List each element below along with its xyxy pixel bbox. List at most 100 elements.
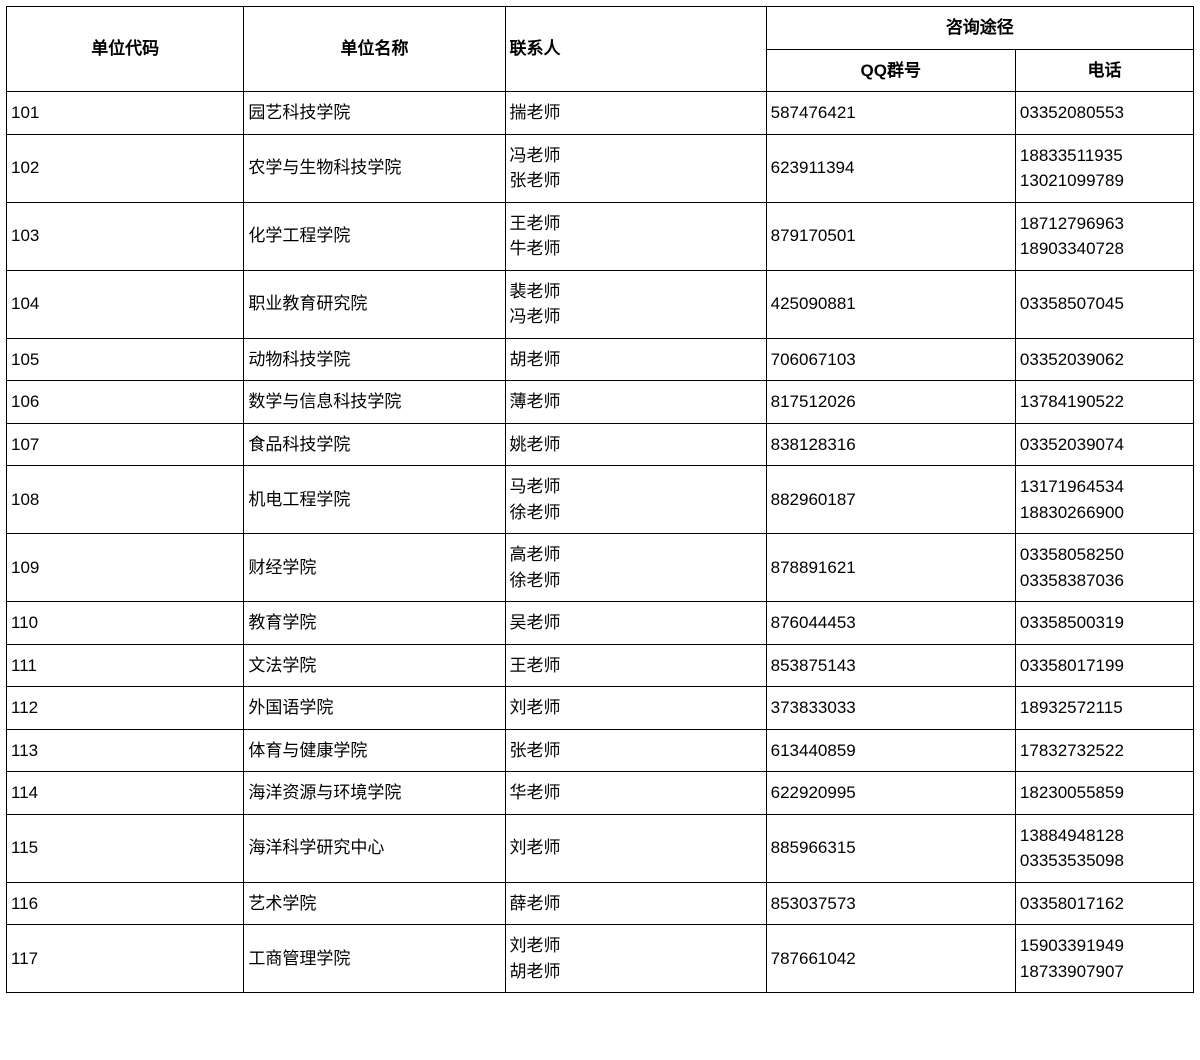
cell-qq: 613440859 bbox=[766, 729, 1015, 772]
cell-contact: 吴老师 bbox=[505, 602, 766, 645]
cell-phone: 17832732522 bbox=[1015, 729, 1193, 772]
cell-code: 107 bbox=[7, 423, 244, 466]
table-row: 107食品科技学院姚老师83812831603352039074 bbox=[7, 423, 1194, 466]
cell-contact: 华老师 bbox=[505, 772, 766, 815]
cell-contact: 薄老师 bbox=[505, 381, 766, 424]
cell-phone: 18833511935 13021099789 bbox=[1015, 134, 1193, 202]
cell-phone: 18230055859 bbox=[1015, 772, 1193, 815]
cell-contact: 马老师 徐老师 bbox=[505, 466, 766, 534]
cell-phone: 03358017162 bbox=[1015, 882, 1193, 925]
cell-contact: 薛老师 bbox=[505, 882, 766, 925]
table-row: 115海洋科学研究中心刘老师88596631513884948128 03353… bbox=[7, 814, 1194, 882]
cell-contact: 姚老师 bbox=[505, 423, 766, 466]
cell-contact: 高老师 徐老师 bbox=[505, 534, 766, 602]
cell-qq: 882960187 bbox=[766, 466, 1015, 534]
cell-code: 104 bbox=[7, 270, 244, 338]
cell-qq: 622920995 bbox=[766, 772, 1015, 815]
table-row: 103化学工程学院王老师 牛老师87917050118712796963 189… bbox=[7, 202, 1194, 270]
cell-contact: 刘老师 胡老师 bbox=[505, 925, 766, 993]
cell-contact: 裴老师 冯老师 bbox=[505, 270, 766, 338]
cell-phone: 03358017199 bbox=[1015, 644, 1193, 687]
table-body: 101园艺科技学院揣老师58747642103352080553102农学与生物… bbox=[7, 92, 1194, 993]
cell-qq: 373833033 bbox=[766, 687, 1015, 730]
cell-code: 115 bbox=[7, 814, 244, 882]
cell-code: 102 bbox=[7, 134, 244, 202]
table-row: 104职业教育研究院裴老师 冯老师42509088103358507045 bbox=[7, 270, 1194, 338]
cell-name: 动物科技学院 bbox=[244, 338, 505, 381]
cell-qq: 885966315 bbox=[766, 814, 1015, 882]
cell-contact: 张老师 bbox=[505, 729, 766, 772]
cell-name: 艺术学院 bbox=[244, 882, 505, 925]
header-qq: QQ群号 bbox=[766, 49, 1015, 92]
table-row: 114海洋资源与环境学院华老师62292099518230055859 bbox=[7, 772, 1194, 815]
table-row: 112外国语学院刘老师37383303318932572115 bbox=[7, 687, 1194, 730]
table-row: 108机电工程学院马老师 徐老师88296018713171964534 188… bbox=[7, 466, 1194, 534]
cell-phone: 03358507045 bbox=[1015, 270, 1193, 338]
table-row: 102农学与生物科技学院冯老师 张老师62391139418833511935 … bbox=[7, 134, 1194, 202]
cell-phone: 18932572115 bbox=[1015, 687, 1193, 730]
header-phone: 电话 bbox=[1015, 49, 1193, 92]
table-row: 113体育与健康学院张老师61344085917832732522 bbox=[7, 729, 1194, 772]
cell-code: 111 bbox=[7, 644, 244, 687]
table-row: 109财经学院高老师 徐老师87889162103358058250 03358… bbox=[7, 534, 1194, 602]
cell-phone: 18712796963 18903340728 bbox=[1015, 202, 1193, 270]
table-row: 111文法学院王老师85387514303358017199 bbox=[7, 644, 1194, 687]
header-contact: 联系人 bbox=[505, 7, 766, 92]
table-row: 105动物科技学院胡老师70606710303352039062 bbox=[7, 338, 1194, 381]
cell-code: 108 bbox=[7, 466, 244, 534]
cell-name: 财经学院 bbox=[244, 534, 505, 602]
cell-qq: 853037573 bbox=[766, 882, 1015, 925]
cell-name: 海洋科学研究中心 bbox=[244, 814, 505, 882]
table-row: 106数学与信息科技学院薄老师81751202613784190522 bbox=[7, 381, 1194, 424]
cell-contact: 冯老师 张老师 bbox=[505, 134, 766, 202]
cell-qq: 706067103 bbox=[766, 338, 1015, 381]
cell-phone: 13784190522 bbox=[1015, 381, 1193, 424]
cell-code: 114 bbox=[7, 772, 244, 815]
table-row: 117工商管理学院刘老师 胡老师78766104215903391949 187… bbox=[7, 925, 1194, 993]
cell-name: 园艺科技学院 bbox=[244, 92, 505, 135]
cell-name: 农学与生物科技学院 bbox=[244, 134, 505, 202]
cell-phone: 03358500319 bbox=[1015, 602, 1193, 645]
cell-code: 105 bbox=[7, 338, 244, 381]
cell-code: 116 bbox=[7, 882, 244, 925]
cell-code: 112 bbox=[7, 687, 244, 730]
cell-name: 体育与健康学院 bbox=[244, 729, 505, 772]
table-header: 单位代码 单位名称 联系人 咨询途径 QQ群号 电话 bbox=[7, 7, 1194, 92]
contact-table: 单位代码 单位名称 联系人 咨询途径 QQ群号 电话 101园艺科技学院揣老师5… bbox=[6, 6, 1194, 993]
cell-qq: 587476421 bbox=[766, 92, 1015, 135]
cell-code: 101 bbox=[7, 92, 244, 135]
cell-contact: 刘老师 bbox=[505, 814, 766, 882]
cell-contact: 王老师 bbox=[505, 644, 766, 687]
cell-name: 化学工程学院 bbox=[244, 202, 505, 270]
cell-phone: 03352039062 bbox=[1015, 338, 1193, 381]
cell-code: 109 bbox=[7, 534, 244, 602]
cell-qq: 878891621 bbox=[766, 534, 1015, 602]
cell-code: 110 bbox=[7, 602, 244, 645]
cell-contact: 胡老师 bbox=[505, 338, 766, 381]
cell-contact: 王老师 牛老师 bbox=[505, 202, 766, 270]
cell-phone: 03358058250 03358387036 bbox=[1015, 534, 1193, 602]
cell-code: 103 bbox=[7, 202, 244, 270]
cell-qq: 876044453 bbox=[766, 602, 1015, 645]
table-row: 110教育学院吴老师87604445303358500319 bbox=[7, 602, 1194, 645]
cell-qq: 623911394 bbox=[766, 134, 1015, 202]
cell-name: 食品科技学院 bbox=[244, 423, 505, 466]
cell-name: 机电工程学院 bbox=[244, 466, 505, 534]
cell-name: 职业教育研究院 bbox=[244, 270, 505, 338]
header-consult: 咨询途径 bbox=[766, 7, 1193, 50]
cell-contact: 刘老师 bbox=[505, 687, 766, 730]
cell-phone: 13171964534 18830266900 bbox=[1015, 466, 1193, 534]
cell-qq: 817512026 bbox=[766, 381, 1015, 424]
cell-qq: 838128316 bbox=[766, 423, 1015, 466]
cell-name: 海洋资源与环境学院 bbox=[244, 772, 505, 815]
cell-code: 106 bbox=[7, 381, 244, 424]
cell-name: 数学与信息科技学院 bbox=[244, 381, 505, 424]
cell-name: 工商管理学院 bbox=[244, 925, 505, 993]
cell-phone: 13884948128 03353535098 bbox=[1015, 814, 1193, 882]
cell-phone: 03352080553 bbox=[1015, 92, 1193, 135]
cell-qq: 425090881 bbox=[766, 270, 1015, 338]
table-row: 116艺术学院薛老师85303757303358017162 bbox=[7, 882, 1194, 925]
cell-phone: 15903391949 18733907907 bbox=[1015, 925, 1193, 993]
cell-contact: 揣老师 bbox=[505, 92, 766, 135]
cell-name: 文法学院 bbox=[244, 644, 505, 687]
